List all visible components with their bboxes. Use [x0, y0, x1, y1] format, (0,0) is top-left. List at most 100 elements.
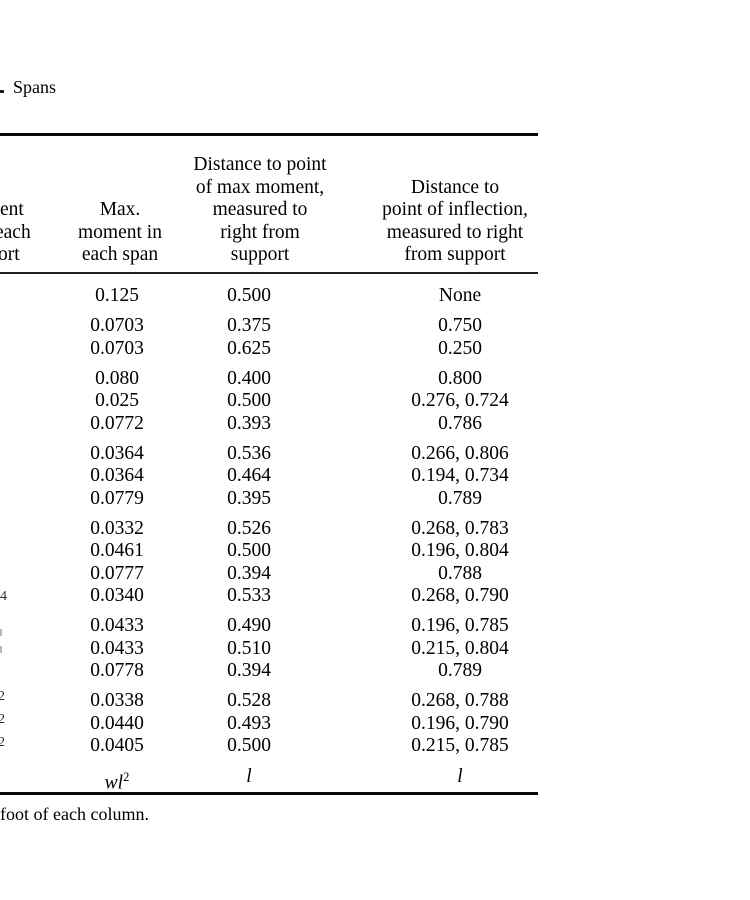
cell-dist-max-moment: 0.526 — [227, 517, 271, 539]
cell-factor-dist-max-moment: l — [246, 766, 252, 787]
cell-dist-inflection: 0.750 — [438, 315, 482, 336]
cell-dist-max-moment: 0.510 — [227, 637, 271, 659]
clipped-title-char-fragment — [0, 90, 4, 93]
cell-dist-inflection: None — [438, 285, 482, 306]
cell-max-moment: 0.0364 — [90, 465, 144, 486]
row-group: 0.080 0.400 0.800 0.025 0.500 0.276, 0.724 0.0… — [0, 368, 538, 436]
table-row: 0.0779 0.395 0.789 — [0, 488, 538, 511]
cell-dist-inflection: 0.266, 0.806 — [411, 442, 509, 464]
header-line-fragment: each — [0, 221, 31, 243]
cell-max-moment: 0.0703 — [90, 315, 144, 336]
cell-max-moment: 0.0777 — [90, 562, 144, 584]
cell-max-moment: 0.0779 — [90, 487, 144, 509]
factor-exponent: 2 — [123, 770, 130, 784]
cell-max-moment: 0.0364 — [90, 442, 144, 464]
header-line: Max. — [99, 199, 141, 220]
table-row: 0.0777 0.394 0.788 — [0, 563, 538, 586]
table-row: 0.0461 0.500 0.196, 0.804 — [0, 540, 538, 563]
header-line: from support — [404, 244, 506, 265]
table-body: 0.125 0.500 None 0.0703 0.375 0.750 0.0703 0.62… — [0, 285, 538, 794]
cell-dist-max-moment: 0.533 — [227, 585, 271, 606]
cell-max-moment: 0.0332 — [90, 517, 144, 539]
column-header-distance-inflection: Distance to point of inflection, measure… — [360, 177, 550, 267]
cell-dist-max-moment: 0.500 — [227, 735, 271, 756]
cell-dist-max-moment: 0.393 — [227, 412, 271, 434]
cell-dist-max-moment: 0.394 — [227, 562, 271, 584]
cell-max-moment: 0.0772 — [90, 412, 144, 434]
cell-max-moment: 0.025 — [95, 390, 139, 411]
cell-dist-inflection: 0.268, 0.788 — [411, 690, 509, 711]
table-row: 0.0440 0.493 0.196, 0.790 — [0, 713, 538, 736]
column-header-support-moment-clipped: ent each ort — [0, 199, 62, 267]
table-row: 0.0703 0.375 0.750 — [0, 315, 538, 338]
cell-max-moment: 0.0405 — [90, 735, 144, 756]
cell-dist-max-moment: 0.500 — [227, 540, 271, 561]
header-line: Distance to point — [193, 154, 327, 175]
header-line: support — [230, 244, 290, 265]
cell-dist-max-moment: 0.400 — [227, 367, 271, 389]
table-row: 0.025 0.500 0.276, 0.724 — [0, 390, 538, 413]
row-group: 0.0338 0.528 0.268, 0.788 0.0440 0.493 0.196,… — [0, 690, 538, 758]
table-row: 0.0364 0.464 0.194, 0.734 — [0, 465, 538, 488]
header-line: right from — [220, 221, 300, 243]
table-row: 0.0364 0.536 0.266, 0.806 — [0, 443, 538, 466]
header-line: point of inflection, — [382, 199, 528, 220]
factor-symbol: wl — [104, 772, 124, 794]
column-header-max-moment: Max. moment in each span — [47, 199, 193, 267]
cell-dist-inflection: 0.194, 0.734 — [411, 465, 509, 486]
cell-factor-dist-inflection: l — [457, 766, 463, 787]
table-row: 0.0772 0.393 0.786 — [0, 413, 538, 436]
clipped-subscript-fragment: 2 — [0, 712, 5, 727]
table-bottom-rule — [0, 792, 538, 795]
cell-max-moment: 0.0433 — [90, 615, 144, 636]
cell-dist-inflection: 0.789 — [438, 487, 482, 509]
page-title: Spans — [13, 77, 57, 97]
cell-max-moment: 0.080 — [95, 367, 139, 389]
clipped-char-sliver — [0, 629, 2, 636]
header-line: each span — [81, 244, 159, 265]
table-header-divider-rule — [0, 272, 538, 274]
column-header-distance-max-moment: Distance to point of max moment, measure… — [180, 154, 340, 267]
cell-max-moment: 0.0461 — [90, 540, 144, 561]
header-line: measured to right — [386, 221, 524, 243]
cell-dist-inflection: 0.196, 0.790 — [411, 712, 509, 734]
header-line: of max moment, — [195, 176, 325, 198]
cell-dist-inflection: 0.196, 0.804 — [411, 540, 509, 561]
table-row: 0.0703 0.625 0.250 — [0, 338, 538, 361]
row-group: 0.0364 0.536 0.266, 0.806 0.0364 0.464 0.194,… — [0, 443, 538, 511]
cell-dist-inflection: 0.788 — [438, 562, 482, 584]
header-line: Distance to — [410, 176, 500, 198]
header-line-fragment: ort — [0, 244, 20, 265]
cell-dist-max-moment: 0.394 — [227, 660, 271, 681]
cell-dist-max-moment: 0.528 — [227, 690, 271, 711]
cell-dist-inflection: 0.215, 0.785 — [411, 735, 509, 756]
table-row: 0.0338 0.528 0.268, 0.788 — [0, 690, 538, 713]
row-group: 0.125 0.500 None — [0, 285, 538, 308]
cell-dist-inflection: 0.276, 0.724 — [411, 390, 509, 411]
cell-max-moment: 0.0338 — [90, 690, 144, 711]
row-group: 0.0433 0.490 0.196, 0.785 0.0433 0.510 0.215,… — [0, 615, 538, 683]
table-top-rule — [0, 133, 538, 136]
clipped-char-sliver — [0, 646, 2, 653]
header-line: measured to — [212, 199, 308, 220]
table-row: 0.0405 0.500 0.215, 0.785 — [0, 735, 538, 758]
cell-dist-max-moment: 0.625 — [227, 337, 271, 359]
factor-row: wl2 l l — [0, 765, 538, 794]
cell-dist-inflection: 0.786 — [438, 412, 482, 434]
header-line: moment in — [78, 221, 162, 243]
cell-max-moment: 0.0703 — [90, 337, 144, 359]
cell-dist-inflection: 0.250 — [438, 337, 482, 359]
cell-dist-max-moment: 0.395 — [227, 487, 271, 509]
table-row: 0.0332 0.526 0.268, 0.783 — [0, 518, 538, 541]
cell-dist-inflection: 0.800 — [438, 367, 482, 389]
table-row: 0.080 0.400 0.800 — [0, 368, 538, 391]
row-group: 0.0332 0.526 0.268, 0.783 0.0461 0.500 0.196,… — [0, 518, 538, 608]
row-group: 0.0703 0.375 0.750 0.0703 0.625 0.250 — [0, 315, 538, 360]
cell-max-moment: 0.0433 — [90, 637, 144, 659]
cell-max-moment: 0.0778 — [90, 660, 144, 681]
table-footnote: foot of each column. — [0, 804, 149, 824]
cell-dist-max-moment: 0.464 — [227, 465, 271, 486]
cell-dist-max-moment: 0.375 — [227, 315, 271, 336]
header-line-fragment: ent — [0, 199, 24, 220]
